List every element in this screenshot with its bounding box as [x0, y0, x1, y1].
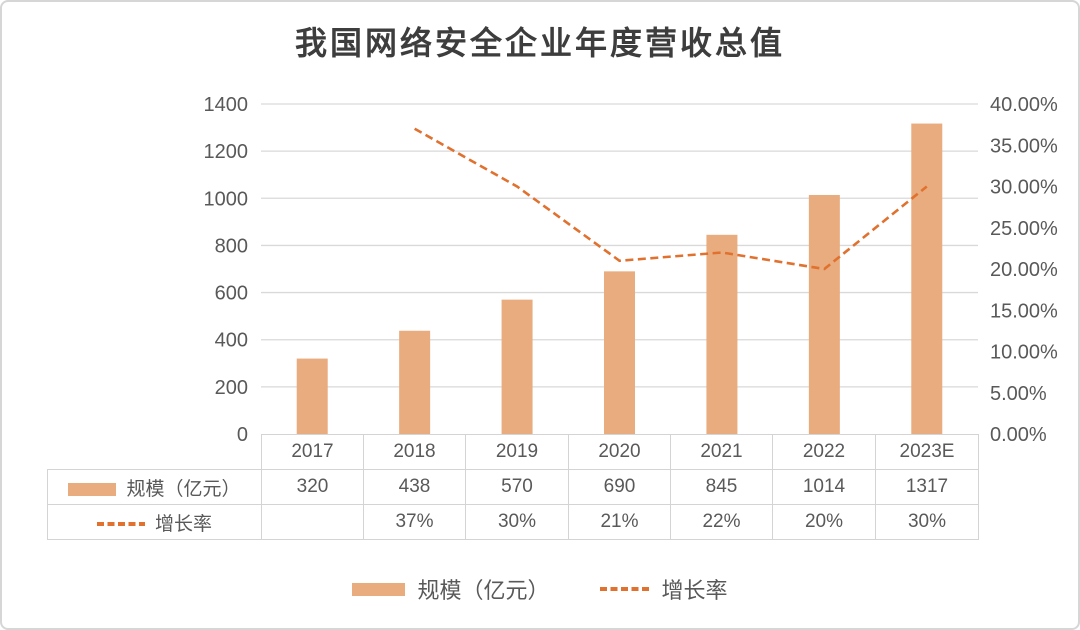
table-cell: 570	[465, 469, 569, 505]
table-row-label: 规模（亿元）	[47, 469, 262, 505]
table-dashed-line-swatch-icon	[96, 522, 145, 527]
table-cell: 30%	[465, 504, 569, 540]
data-table: 2017 2018 2019 2020 2021 2022 2023E 规模（亿元） 320 43…	[47, 434, 979, 540]
left-axis-tick-label: 1400	[204, 94, 249, 116]
bar-2018	[399, 330, 431, 434]
left-axis-tick-label: 1200	[204, 141, 249, 163]
table-cell	[261, 504, 364, 540]
table-corner-empty	[48, 435, 262, 470]
bar-2020	[604, 271, 635, 434]
bar-2019	[501, 299, 533, 434]
left-axis-tick-label: 600	[215, 283, 248, 305]
growth-rate-line	[414, 127, 928, 271]
legend-line-label: 增长率	[661, 578, 728, 603]
right-axis-tick-label: 15.00%	[990, 300, 1058, 322]
bar-2021	[706, 234, 738, 434]
table-row-label-text: 规模（亿元）	[126, 478, 241, 500]
table-year-header: 2017	[261, 434, 364, 470]
right-axis-tick-label: 30.00%	[990, 177, 1058, 199]
table-year-header: 2018	[363, 434, 466, 470]
left-axis-tick-label: 400	[215, 330, 248, 352]
right-axis-tick-label: 20.00%	[990, 259, 1058, 281]
table-row-label: 增长率	[47, 504, 262, 540]
bar-2022	[808, 194, 840, 434]
table-cell: 845	[670, 469, 773, 505]
chart-legend: 规模（亿元） 增长率	[2, 572, 1078, 606]
table-cell: 438	[363, 469, 466, 505]
bar-2023E	[911, 123, 943, 435]
right-axis-tick-label: 0.00%	[990, 424, 1047, 446]
table-year-header: 2019	[465, 434, 569, 470]
right-axis-tick-label: 40.00%	[990, 94, 1058, 116]
table-year-header: 2023E	[875, 434, 979, 470]
chart-data-table: 2017 2018 2019 2020 2021 2022 2023E 规模（亿元） 320 43…	[47, 434, 979, 540]
left-axis-tick-label: 0	[237, 424, 248, 446]
table-cell: 21%	[568, 504, 671, 540]
table-bar-swatch-icon	[68, 482, 117, 496]
left-axis-tick-label: 200	[215, 377, 248, 399]
legend-dashed-line-swatch-icon	[599, 587, 650, 591]
table-cell: 22%	[670, 504, 773, 540]
table-cell: 30%	[875, 504, 979, 540]
right-axis-tick-label: 5.00%	[990, 383, 1047, 405]
bar-2017	[296, 358, 328, 434]
table-cell: 20%	[772, 504, 876, 540]
table-year-header: 2020	[568, 434, 671, 470]
legend-bar-swatch-icon	[352, 582, 406, 596]
right-axis-tick-label: 25.00%	[990, 218, 1058, 240]
left-axis-tick-label: 800	[215, 235, 248, 257]
right-axis-tick-label: 10.00%	[990, 342, 1058, 364]
left-axis-tick-label: 1000	[204, 188, 249, 210]
chart-title: 我国网络安全企业年度营收总值	[294, 25, 785, 61]
table-cell: 1317	[875, 469, 979, 505]
table-row-label-text: 增长率	[154, 513, 212, 535]
table-cell: 37%	[363, 504, 466, 540]
legend-bar-label: 规模（亿元）	[417, 578, 550, 603]
table-cell: 320	[261, 469, 364, 505]
table-cell: 690	[568, 469, 671, 505]
table-year-header: 2021	[670, 434, 773, 470]
table-year-header: 2022	[772, 434, 876, 470]
table-cell: 1014	[772, 469, 876, 505]
right-axis-tick-label: 35.00%	[990, 135, 1058, 157]
